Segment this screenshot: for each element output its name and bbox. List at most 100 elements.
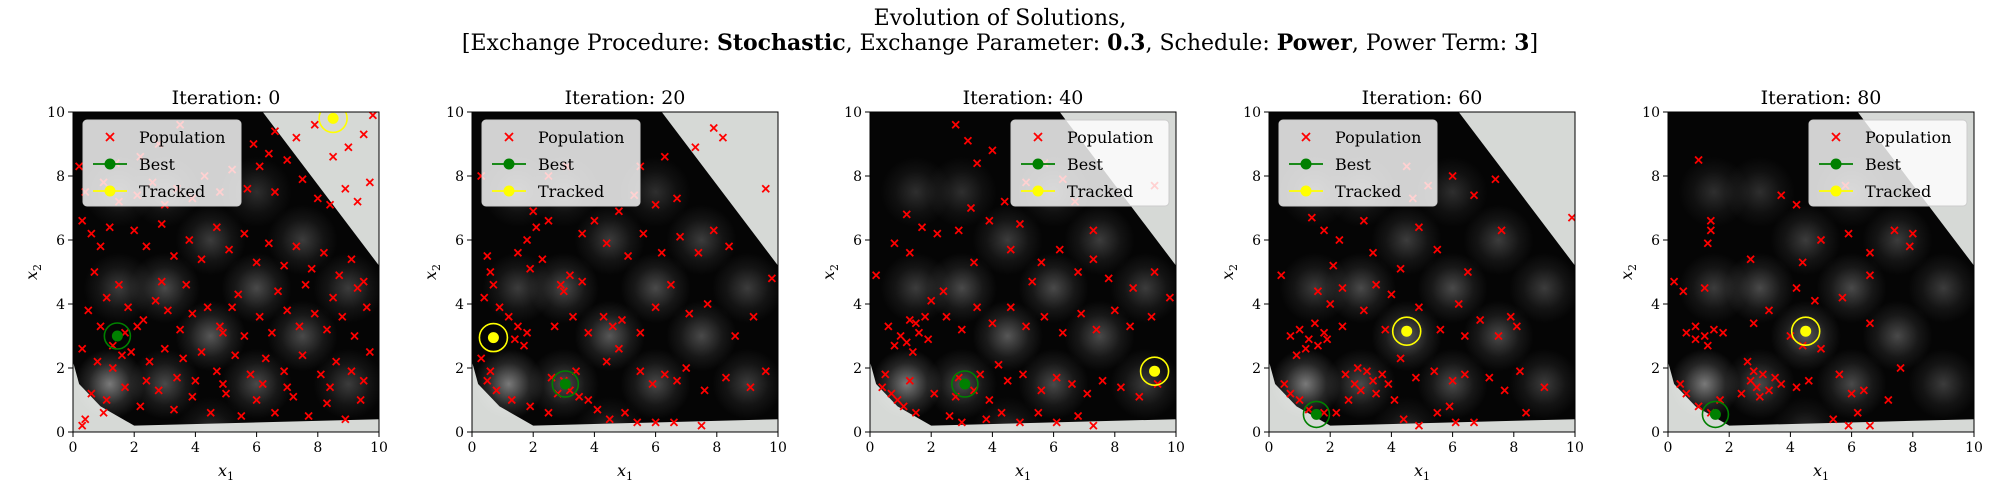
population-point <box>954 226 963 235</box>
population-point <box>1884 395 1893 405</box>
legend-label: Population <box>538 128 624 147</box>
population-point <box>507 395 516 405</box>
legend-label: Population <box>139 128 225 147</box>
landscape-peak <box>221 348 292 420</box>
landscape-peak <box>1678 252 1750 324</box>
population-point <box>1844 421 1853 430</box>
best-point <box>111 330 123 342</box>
x-tick-label: 10 <box>1965 440 1983 456</box>
population-point <box>1515 367 1525 376</box>
legend-marker <box>1032 185 1044 197</box>
population-point <box>231 351 240 360</box>
legend-label: Population <box>1067 128 1153 147</box>
axes-frame <box>1667 111 1975 433</box>
population-point <box>1077 309 1086 318</box>
population-point <box>1104 274 1113 283</box>
population-point <box>1810 296 1820 305</box>
population-point <box>1540 383 1549 392</box>
population-point <box>602 239 611 248</box>
population-point <box>133 322 142 331</box>
legend-marker <box>1830 158 1842 170</box>
population-point <box>972 303 982 312</box>
x-tick-label: 8 <box>1110 440 1119 456</box>
population-point <box>197 255 206 264</box>
population-point <box>556 280 565 289</box>
population-point <box>731 331 740 341</box>
tracked-point <box>1149 365 1161 377</box>
population-point <box>538 255 547 264</box>
population-point <box>648 379 657 389</box>
population-point <box>1865 271 1875 280</box>
axes-frame <box>869 111 1177 433</box>
population-point <box>1433 408 1442 417</box>
population-point <box>1359 306 1368 315</box>
population-point <box>666 280 676 289</box>
population-point <box>127 347 136 357</box>
legend-marker <box>503 158 515 170</box>
population-point <box>1908 229 1917 238</box>
population-point <box>227 303 237 312</box>
tracked-point <box>327 112 339 124</box>
population-point <box>504 312 513 321</box>
population-point <box>1135 392 1144 401</box>
best-ring <box>551 370 580 398</box>
legend-label: Best <box>1067 155 1103 174</box>
population-point <box>1770 373 1780 382</box>
x-tick-label: 4 <box>191 440 200 456</box>
population-point <box>602 357 611 366</box>
tracked-point <box>1401 325 1413 337</box>
y-tick-label: 4 <box>853 297 862 313</box>
population-point <box>584 328 593 337</box>
population-point <box>1368 376 1378 385</box>
population-point <box>1332 408 1341 417</box>
population-point <box>258 379 267 389</box>
population-point <box>185 235 194 245</box>
x-tick-label: 0 <box>866 440 875 456</box>
population-point <box>1844 229 1853 238</box>
population-point <box>188 392 197 401</box>
population-point <box>651 418 660 427</box>
population-point <box>1448 171 1457 181</box>
legend-label: Best <box>1865 155 1901 174</box>
population-point <box>1896 363 1905 373</box>
population-point <box>1476 315 1485 325</box>
landscape-peak <box>175 300 246 372</box>
population-point <box>1792 383 1801 392</box>
population-point <box>1368 248 1378 257</box>
population-point <box>1700 283 1709 293</box>
x-tick-label: 10 <box>1566 440 1584 456</box>
population-point <box>1037 258 1046 267</box>
population-point <box>1746 255 1755 264</box>
population-point <box>1694 402 1703 411</box>
population-point <box>292 133 301 142</box>
population-point <box>1448 376 1457 385</box>
population-point <box>911 408 921 417</box>
population-point <box>243 184 252 193</box>
population-point <box>249 139 258 149</box>
population-point <box>920 312 930 321</box>
population-point <box>593 405 602 414</box>
figure-title-line1: Evolution of Solutions, <box>873 6 1127 31</box>
population-point <box>1433 245 1442 254</box>
population-point <box>142 376 151 385</box>
population-point <box>492 386 501 395</box>
y-tick-label: 6 <box>56 233 65 249</box>
population-point <box>280 261 289 270</box>
population-point <box>1777 379 1786 389</box>
population-point <box>298 175 307 184</box>
legend-marker-population <box>1033 132 1043 142</box>
population-point <box>1506 312 1515 321</box>
population-point <box>1058 328 1067 337</box>
legend-label: Best <box>538 155 574 174</box>
title-part: , Exchange Parameter: <box>845 31 1108 56</box>
population-point <box>261 354 270 363</box>
population-point <box>746 383 755 392</box>
population-point <box>614 207 624 216</box>
population-point <box>1125 322 1135 331</box>
population-point <box>1015 418 1025 427</box>
population-point <box>1469 191 1479 200</box>
population-point <box>270 127 280 136</box>
population-point <box>1469 418 1479 427</box>
population-point <box>1865 248 1875 257</box>
population-point <box>1073 267 1083 277</box>
